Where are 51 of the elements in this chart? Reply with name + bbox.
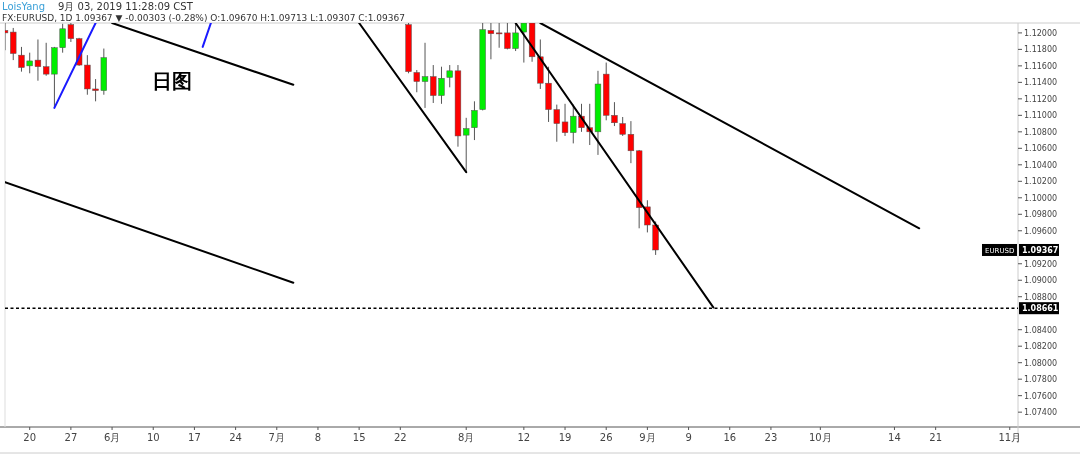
x-tick-label: 24	[229, 432, 242, 443]
x-tick-label: 19	[558, 432, 572, 443]
x-tick-label: 26	[599, 432, 613, 443]
x-tick-label: 14	[888, 432, 901, 443]
y-tick-label: 1.07600	[1024, 391, 1058, 401]
text: FX:EURUSD, 1D 1.09367 ▼ -0.00303 (-0.28%) O:1.09670 H:1.09713 L:1.09307 C:1.09367	[2, 12, 405, 23]
x-tick-label: 16	[723, 432, 737, 443]
y-tick-label: 1.10800	[1024, 127, 1058, 137]
x-tick-label: 22	[393, 432, 407, 443]
y-tick-label: 1.08200	[1024, 342, 1058, 352]
x-tick-label: 8	[314, 432, 322, 443]
annotation: 日图	[152, 69, 192, 93]
x-tick-label: 8月	[458, 432, 475, 443]
y-tick-label: 1.08000	[1024, 358, 1058, 368]
y-tick-label: 1.08400	[1024, 325, 1058, 335]
x-tick-label: 20	[23, 432, 37, 443]
x-tick-label: 9	[685, 432, 692, 443]
y-tick-label: 1.09600	[1024, 226, 1058, 236]
y-tick-label: 1.10200	[1024, 177, 1058, 187]
y-tick-label: 1.10400	[1024, 160, 1058, 170]
x-tick-label: 12	[517, 432, 531, 443]
y-tick-label: 1.07400	[1024, 408, 1058, 418]
annotation: 1.09367	[1022, 245, 1059, 255]
y-tick-label: 1.11200	[1024, 94, 1058, 104]
y-tick-label: 1.11600	[1024, 61, 1058, 71]
y-tick-label: 1.07800	[1024, 375, 1058, 385]
ref-line-label: 1.08661	[1022, 304, 1059, 314]
y-tick-label: 1.09000	[1024, 276, 1058, 286]
x-tick-label: 7月	[268, 432, 285, 443]
y-tick-label: 1.11400	[1024, 78, 1058, 88]
y-tick-label: 1.09200	[1024, 259, 1058, 269]
x-tick-label: 17	[188, 432, 201, 443]
x-tick-label: 6月	[103, 432, 121, 443]
text: LoisYang	[2, 1, 46, 12]
candlestick	[471, 100, 478, 141]
x-tick-label: 10	[146, 432, 160, 443]
y-tick-label: 1.11000	[1024, 111, 1058, 121]
text: 9月 03, 2019 11:28:09 CST	[58, 1, 194, 12]
y-tick-label: 1.12000	[1024, 28, 1058, 38]
y-tick-label: 1.11800	[1024, 45, 1058, 55]
x-tick-label: 27	[64, 432, 78, 443]
x-tick-label: 21	[929, 432, 943, 443]
y-tick-label: 1.10600	[1024, 144, 1058, 154]
x-tick-label: 23	[764, 432, 778, 443]
x-tick-label: 15	[352, 432, 366, 443]
x-tick-label: 9月	[639, 432, 656, 443]
y-tick-label: 1.10000	[1024, 193, 1058, 203]
y-tick-label: 1.09800	[1024, 210, 1058, 220]
x-tick-label: 11月	[998, 432, 1022, 443]
x-tick-label: 10月	[808, 432, 832, 443]
y-tick-label: 1.08800	[1024, 292, 1058, 302]
